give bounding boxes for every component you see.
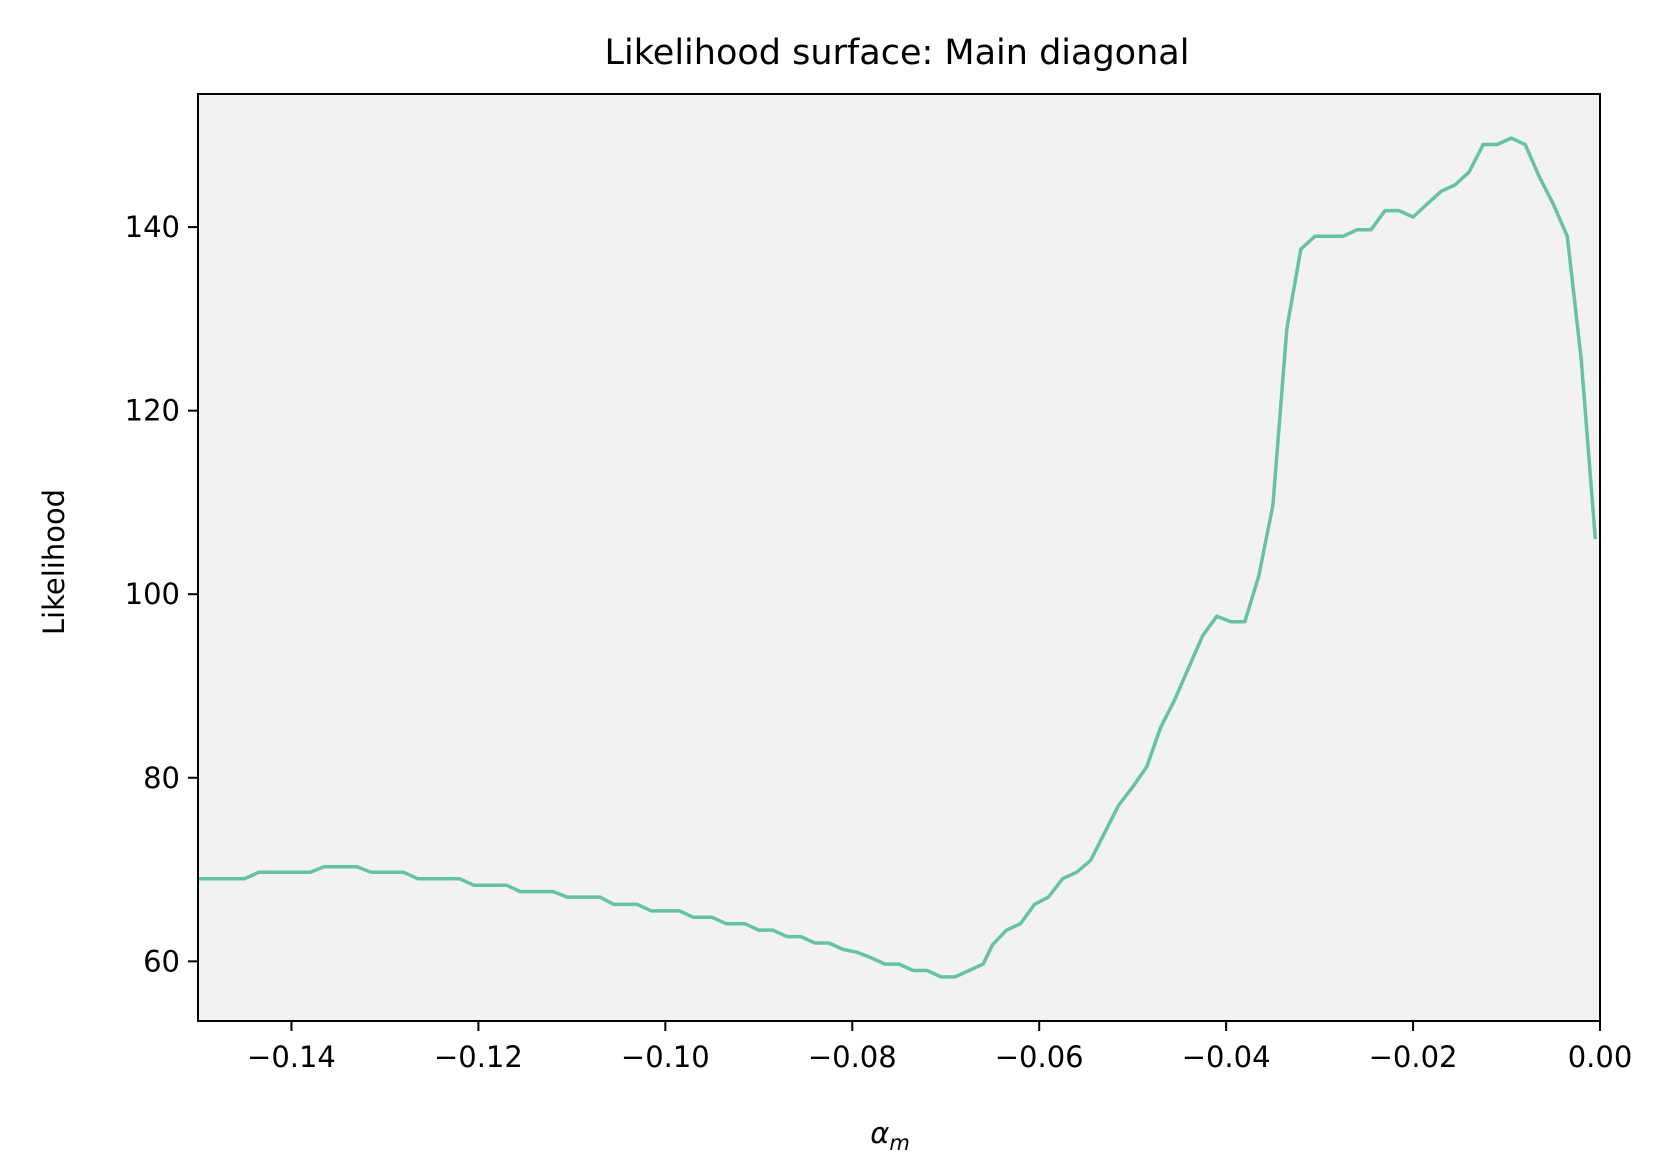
x-tick-label: 0.00 xyxy=(1568,1040,1633,1074)
x-axis-label-main: α xyxy=(870,1116,889,1150)
y-axis-label: Likelihood xyxy=(37,489,71,635)
x-tick-label: −0.14 xyxy=(247,1040,336,1074)
x-tick-label: −0.06 xyxy=(995,1040,1084,1074)
y-tick-label: 80 xyxy=(143,761,180,795)
plot-frame xyxy=(197,93,1601,1022)
x-tick-label: −0.08 xyxy=(808,1040,897,1074)
y-axis: 60 80 100 120 140 xyxy=(125,210,198,978)
x-tick-label: −0.12 xyxy=(434,1040,523,1074)
series-line-group xyxy=(198,136,1598,979)
plot-area xyxy=(198,94,1600,1021)
x-tick-label: −0.10 xyxy=(621,1040,710,1074)
x-axis-label-subscript: m xyxy=(889,1131,909,1155)
series-line-0 xyxy=(198,136,1598,979)
x-axis: −0.14 −0.12 −0.10 −0.08 −0.06 −0.04 −0.02 0.00 xyxy=(247,1021,1632,1074)
x-tick-label: −0.04 xyxy=(1182,1040,1271,1074)
chart-title: Likelihood surface: Main diagonal xyxy=(605,33,1190,73)
y-tick-label: 100 xyxy=(125,577,180,611)
y-tick-label: 120 xyxy=(125,394,180,428)
y-tick-label: 140 xyxy=(125,210,180,244)
x-axis-label: αm xyxy=(870,1116,910,1155)
y-tick-label: 60 xyxy=(143,944,180,978)
x-tick-label: −0.02 xyxy=(1369,1040,1458,1074)
